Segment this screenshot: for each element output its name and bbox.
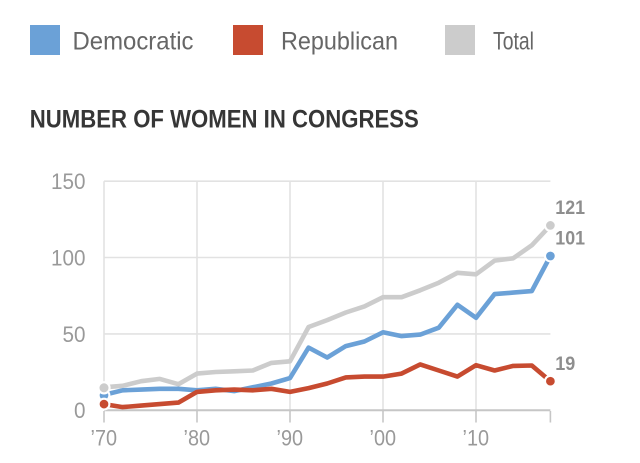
svg-text:Total: Total <box>493 28 534 56</box>
svg-text:100: 100 <box>51 245 86 270</box>
svg-text:101: 101 <box>555 228 585 249</box>
svg-text:’90: ’90 <box>277 425 304 450</box>
svg-text:121: 121 <box>555 198 585 219</box>
svg-text:0: 0 <box>74 398 86 423</box>
svg-text:Democratic: Democratic <box>73 28 194 56</box>
svg-text:’80: ’80 <box>184 425 211 450</box>
svg-text:NUMBER OF WOMEN IN CONGRESS: NUMBER OF WOMEN IN CONGRESS <box>30 106 419 134</box>
svg-text:19: 19 <box>555 354 575 375</box>
svg-text:Republican: Republican <box>281 28 398 56</box>
svg-text:50: 50 <box>63 322 86 347</box>
svg-text:150: 150 <box>51 169 86 194</box>
svg-text:’10: ’10 <box>463 425 490 450</box>
svg-text:’00: ’00 <box>370 425 397 450</box>
svg-text:’70: ’70 <box>91 425 118 450</box>
